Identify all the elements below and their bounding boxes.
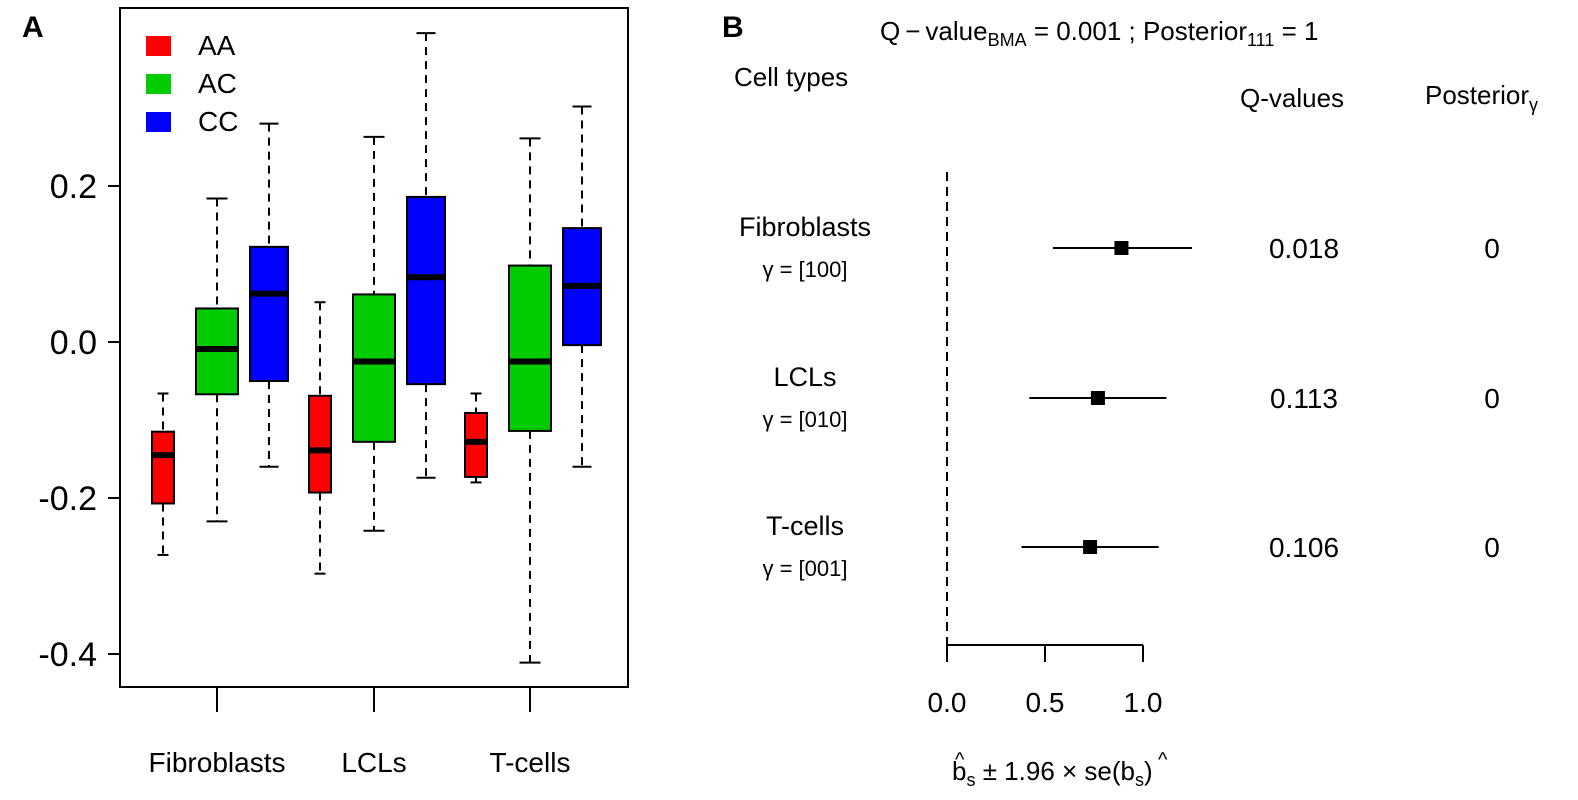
box-ac bbox=[508, 137, 552, 664]
row-label: LCLs bbox=[773, 362, 836, 392]
box-body bbox=[151, 430, 175, 505]
forest-x-axis-label: bs ± 1.96 × se(bs) bbox=[952, 756, 1153, 790]
box-body bbox=[508, 264, 552, 432]
header-cell-types: Cell types bbox=[734, 62, 848, 92]
row-label: Fibroblasts bbox=[739, 212, 871, 242]
box-aa bbox=[464, 392, 488, 484]
forest-panel: Q − valueBMA = 0.001 ; Posterior111 = 1 Ce… bbox=[734, 16, 1538, 790]
forest-row: Fibroblasts γ = [100] 0.018 0 bbox=[739, 212, 1500, 282]
header-q-values: Q-values bbox=[1240, 83, 1344, 113]
posterior-value: 0 bbox=[1484, 532, 1500, 563]
hat-mark-2: ^ bbox=[1158, 749, 1168, 771]
box-cc bbox=[562, 105, 602, 468]
q-value: 0.106 bbox=[1269, 532, 1339, 563]
x-tick-label: Fibroblasts bbox=[149, 747, 286, 778]
panel-label-b: B bbox=[722, 11, 744, 44]
forest-row: T-cells γ = [001] 0.106 0 bbox=[762, 511, 1499, 581]
row-gamma: γ = [001] bbox=[762, 556, 847, 581]
legend-swatch-aa bbox=[146, 36, 171, 56]
forest-x-tick-label: 0.5 bbox=[1026, 687, 1065, 718]
q-value: 0.113 bbox=[1270, 383, 1338, 414]
posterior-value: 0 bbox=[1484, 383, 1500, 414]
x-tick-label: T-cells bbox=[490, 747, 571, 778]
panel-label-a: A bbox=[22, 11, 44, 44]
forest-row: LCLs γ = [010] 0.113 0 bbox=[762, 362, 1499, 432]
box-aa bbox=[151, 392, 175, 556]
box-body bbox=[406, 195, 446, 386]
box-aa bbox=[308, 301, 332, 575]
legend-label-aa: AA bbox=[198, 30, 236, 61]
legend-label-cc: CC bbox=[198, 106, 238, 137]
box-ac bbox=[352, 135, 396, 532]
legend-label-ac: AC bbox=[198, 68, 237, 99]
forest-x-axis: 0.0 0.5 1.0 bbox=[928, 644, 1163, 718]
point-estimate bbox=[1114, 241, 1129, 255]
box-body bbox=[352, 293, 396, 443]
box-body bbox=[308, 394, 332, 494]
box-body bbox=[464, 411, 488, 478]
forest-rows: Fibroblasts γ = [100] 0.018 0 LCLs γ = [010] 0… bbox=[739, 212, 1500, 581]
legend-swatch-cc bbox=[146, 112, 171, 132]
box-body bbox=[249, 245, 289, 382]
point-estimate bbox=[1083, 540, 1098, 554]
box-ac bbox=[195, 197, 239, 523]
y-axis: 0.2 0.0 -0.2 -0.4 bbox=[38, 168, 120, 674]
point-estimate bbox=[1090, 391, 1105, 405]
q-value: 0.018 bbox=[1269, 233, 1339, 264]
y-tick-label: -0.4 bbox=[38, 636, 97, 674]
box-cc bbox=[406, 32, 446, 479]
y-tick-label: 0.2 bbox=[50, 168, 97, 206]
legend: AA AC CC bbox=[146, 30, 238, 137]
row-gamma: γ = [010] bbox=[762, 407, 847, 432]
box-cc bbox=[249, 122, 289, 468]
x-tick-label: LCLs bbox=[341, 747, 406, 778]
posterior-value: 0 bbox=[1484, 233, 1500, 264]
boxplot-panel: 0.2 0.0 -0.2 -0.4 Fibroblasts LCLs T-cells AA… bbox=[38, 7, 629, 778]
panel-b-title: Q − valueBMA = 0.001 ; Posterior111 = 1 bbox=[880, 16, 1318, 50]
row-gamma: γ = [100] bbox=[762, 257, 847, 282]
legend-swatch-ac bbox=[146, 74, 171, 94]
y-tick-label: -0.2 bbox=[38, 480, 97, 518]
x-axis: Fibroblasts LCLs T-cells bbox=[149, 687, 571, 778]
forest-x-tick-label: 0.0 bbox=[928, 687, 967, 718]
forest-x-tick-label: 1.0 bbox=[1124, 687, 1163, 718]
boxes-layer bbox=[151, 32, 602, 664]
row-label: T-cells bbox=[766, 511, 844, 541]
header-posterior: Posteriorγ bbox=[1425, 80, 1538, 115]
hat-mark-1: ^ bbox=[955, 749, 965, 771]
y-tick-label: 0.0 bbox=[50, 324, 97, 362]
